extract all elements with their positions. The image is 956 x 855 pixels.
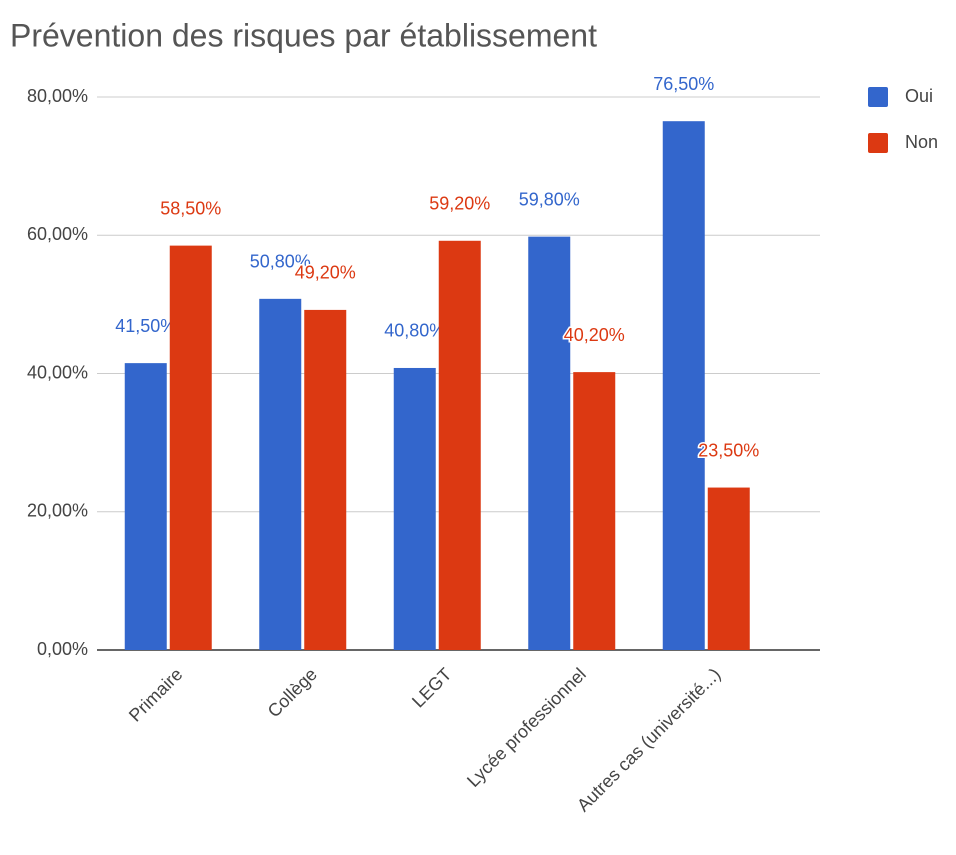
bar xyxy=(707,487,750,650)
legend-swatch xyxy=(868,133,888,153)
x-tick-label: Lycée professionnel xyxy=(463,664,590,791)
chart-title: Prévention des risques par établissement xyxy=(10,17,597,53)
data-label: 23,50% xyxy=(698,440,759,460)
bar xyxy=(124,363,167,650)
bar xyxy=(259,298,302,650)
data-label: 59,20% xyxy=(429,194,490,214)
x-tick-label: Collège xyxy=(264,664,321,721)
data-label: 49,20% xyxy=(295,263,356,283)
bar xyxy=(662,121,705,651)
data-label: 40,20% xyxy=(564,325,625,345)
y-tick-label: 40,00% xyxy=(27,362,88,382)
data-label: 41,50% xyxy=(115,316,176,336)
legend-label: Non xyxy=(905,132,938,152)
x-tick-label: Autres cas (université...) xyxy=(573,664,724,815)
data-label: 40,80% xyxy=(384,321,445,341)
bar xyxy=(304,309,347,650)
legend-swatch xyxy=(868,87,888,107)
bar xyxy=(528,236,571,650)
data-label: 76,50% xyxy=(653,74,714,94)
bar xyxy=(169,245,212,650)
bar xyxy=(393,367,436,650)
bar xyxy=(573,372,616,650)
legend-label: Oui xyxy=(905,86,933,106)
x-tick-label: Primaire xyxy=(125,664,187,726)
data-label: 58,50% xyxy=(160,198,221,218)
data-label: 59,80% xyxy=(519,189,580,209)
bar xyxy=(438,240,481,650)
y-tick-label: 0,00% xyxy=(37,639,88,659)
data-label: 50,80% xyxy=(250,252,311,272)
y-tick-label: 20,00% xyxy=(27,501,88,521)
x-tick-label: LEGT xyxy=(408,664,455,711)
y-tick-label: 80,00% xyxy=(27,86,88,106)
y-tick-label: 60,00% xyxy=(27,224,88,244)
